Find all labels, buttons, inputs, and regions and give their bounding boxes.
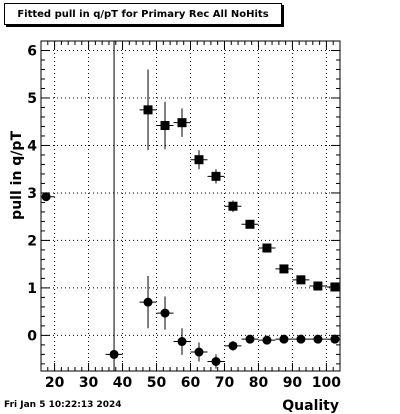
square-data-point xyxy=(139,69,157,151)
data-markers xyxy=(41,41,340,371)
square-data-point xyxy=(224,200,242,212)
square-data-point xyxy=(156,101,174,150)
y-tick-label: 1 xyxy=(27,281,37,297)
x-tick-label: 40 xyxy=(113,375,133,391)
circle-marker xyxy=(313,334,323,344)
circle-data-point xyxy=(156,296,174,330)
square-data-point xyxy=(173,108,191,137)
circle-marker xyxy=(160,308,170,318)
axis-ticks xyxy=(40,40,341,371)
square-marker xyxy=(160,121,170,131)
square-data-point xyxy=(190,150,208,170)
circle-data-point xyxy=(105,41,123,371)
square-marker xyxy=(211,171,221,181)
y-tick-label: 5 xyxy=(27,91,37,107)
circle-marker xyxy=(109,349,119,359)
square-marker xyxy=(177,118,187,128)
circle-data-point xyxy=(241,334,259,344)
square-marker xyxy=(194,155,204,165)
circle-marker xyxy=(296,334,306,344)
square-data-point xyxy=(275,264,293,274)
square-data-point xyxy=(207,169,225,184)
circle-marker xyxy=(194,347,204,357)
x-tick-label: 50 xyxy=(147,375,167,391)
circle-data-point xyxy=(173,328,191,355)
circle-data-point xyxy=(292,334,310,344)
circle-marker xyxy=(228,341,238,351)
circle-data-point xyxy=(258,335,276,345)
circle-data-point xyxy=(207,354,225,369)
circle-marker xyxy=(177,337,187,347)
x-tick-label: 60 xyxy=(181,375,201,391)
square-data-point xyxy=(326,282,340,292)
square-marker xyxy=(245,219,255,229)
circle-marker xyxy=(279,334,289,344)
circle-marker xyxy=(245,334,255,344)
circle-marker xyxy=(262,335,272,345)
square-marker xyxy=(279,264,289,274)
square-marker xyxy=(313,281,323,291)
circle-marker xyxy=(211,357,221,367)
circle-marker xyxy=(41,192,51,202)
grid-lines xyxy=(41,41,340,371)
y-tick-label: 6 xyxy=(27,43,37,59)
circle-marker xyxy=(330,334,340,344)
y-tick-label: 4 xyxy=(27,138,37,154)
y-tick-label: 2 xyxy=(27,233,37,249)
square-data-point xyxy=(292,275,310,285)
circle-data-point xyxy=(139,276,157,329)
circle-data-point xyxy=(190,342,208,362)
circle-data-point xyxy=(309,334,327,344)
square-marker xyxy=(228,201,238,211)
x-tick-label: 20 xyxy=(45,375,65,391)
square-marker xyxy=(143,105,153,115)
circle-marker xyxy=(143,297,153,307)
square-data-point xyxy=(241,219,259,229)
y-tick-label: 3 xyxy=(27,186,37,202)
y-axis-title: pull in q/pT xyxy=(9,131,25,220)
circle-data-point xyxy=(275,334,293,344)
y-tick-label: 0 xyxy=(27,328,37,344)
square-marker xyxy=(330,282,340,292)
circle-data-point xyxy=(326,334,340,344)
square-marker xyxy=(262,243,272,253)
chart-title: Fitted pull in q/pT for Primary Rec All … xyxy=(4,3,282,25)
date-stamp: Fri Jan 5 10:22:13 2024 xyxy=(4,400,122,410)
circle-data-point xyxy=(224,341,242,351)
square-data-point xyxy=(309,281,327,291)
x-tick-label: 70 xyxy=(215,375,235,391)
x-tick-label: 30 xyxy=(79,375,99,391)
circle-data-point xyxy=(41,192,55,202)
tick-labels: 20 30 40 50 60 70 80 90 100 0 1 2 3 4 5 6 xyxy=(27,43,341,391)
square-marker xyxy=(296,275,306,285)
square-data-point xyxy=(258,243,276,253)
x-tick-label: 100 xyxy=(312,375,341,391)
x-tick-label: 80 xyxy=(249,375,269,391)
x-axis-title: Quality xyxy=(282,398,339,414)
x-tick-label: 90 xyxy=(283,375,303,391)
